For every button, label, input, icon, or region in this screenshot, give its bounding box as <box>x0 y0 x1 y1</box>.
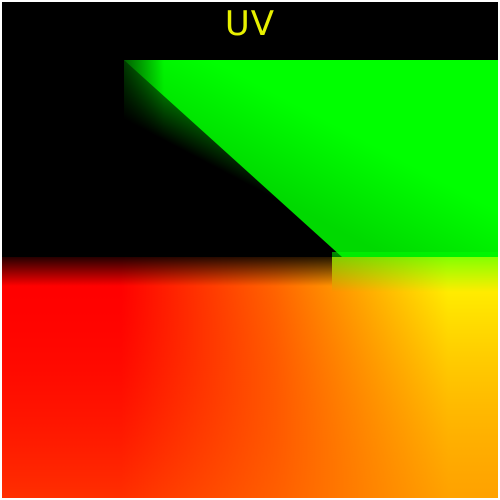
green-block-bright <box>124 60 498 257</box>
seam-dark <box>2 252 332 286</box>
green-block-left-edge <box>124 60 164 257</box>
red-yellow-shade <box>2 257 498 498</box>
seam-green <box>332 252 498 292</box>
